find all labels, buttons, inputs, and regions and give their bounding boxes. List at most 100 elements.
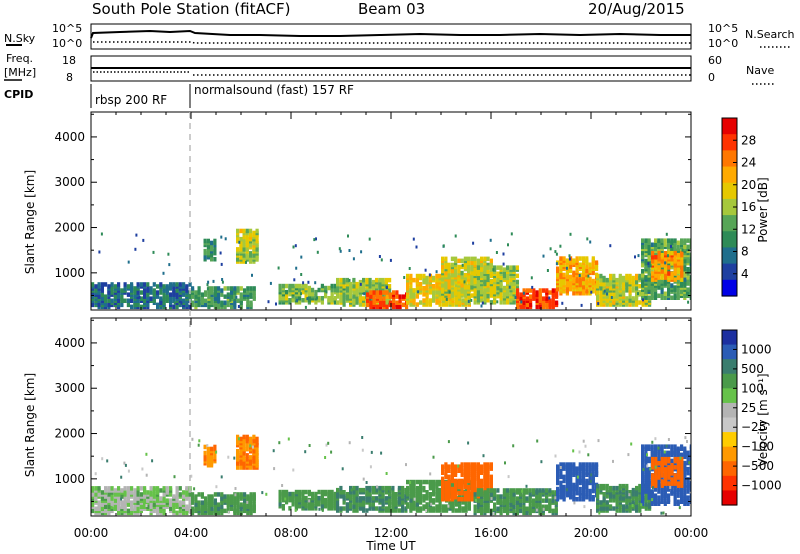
nsearch-series [93,41,691,44]
noise-cell [689,263,691,267]
data-cell [291,491,295,497]
data-cell [486,287,490,293]
data-cell [609,302,613,307]
data-cell [663,485,667,490]
data-cell [239,436,243,442]
data-cell [676,293,680,298]
noise-cell [316,296,318,300]
data-cell [381,500,385,505]
data-cell [506,275,510,281]
data-cell [460,270,464,276]
data-cell [213,286,217,291]
noise-cell [597,439,600,443]
data-cell [596,273,600,279]
data-cell [651,456,655,462]
data-cell [169,506,173,511]
data-cell [644,502,648,507]
data-cell [664,477,668,482]
data-cell [612,490,616,495]
noise-cell [135,233,138,237]
noise-cell [385,286,388,290]
data-cell [663,242,667,247]
noise-cell [530,276,533,280]
data-cell [486,298,490,303]
data-cell [489,291,493,297]
data-cell [667,485,671,490]
data-cell [506,265,510,270]
data-cell [676,493,680,498]
data-cell [425,490,429,495]
data-cell [336,500,340,505]
freq-label-line1: Freq. [6,52,33,65]
data-cell [512,287,516,293]
data-cell [689,275,691,280]
data-cell [651,255,655,260]
data-cell [249,228,253,234]
data-cell [683,446,687,451]
data-cell [644,264,648,270]
data-cell [239,465,243,470]
data-cell [502,267,506,272]
data-cell [628,294,632,299]
noise-cell [684,436,687,440]
data-cell [515,500,519,505]
data-cell [223,294,227,299]
data-cell [239,240,243,246]
data-cell [457,490,461,496]
noise-cell [220,235,223,239]
data-cell [512,265,516,270]
data-cell [294,504,298,509]
nave-tick-bottom: 0 [708,71,715,84]
data-cell [599,302,603,307]
noise-cell [568,254,571,258]
noise-cell [308,444,311,447]
data-cell [644,489,648,494]
data-cell [555,300,559,305]
data-cell [551,298,555,303]
data-cell [255,440,259,446]
data-cell [249,232,253,238]
noise-cell [492,512,495,515]
data-cell [461,506,465,511]
data-cell [664,467,668,472]
data-cell [213,290,217,295]
noise-cell [227,455,230,459]
data-cell [203,248,207,254]
data-cell [285,489,289,495]
noise-cell [559,466,562,469]
data-cell [444,262,448,268]
data-cell [591,256,595,261]
beam-title: Beam 03 [358,0,425,18]
noise-cell [583,505,586,509]
data-cell [454,478,458,484]
noise-cell [492,268,495,272]
data-cell [245,228,249,234]
data-cell [388,506,392,511]
data-cell [565,462,569,467]
data-cell [352,294,356,299]
data-cell [175,510,179,516]
noise-cell [378,255,381,258]
data-cell [660,238,664,243]
data-cell [415,479,419,485]
noise-cell [554,454,557,458]
data-cell [476,502,480,507]
data-cell [450,470,454,475]
data-cell [330,283,334,289]
data-cell [255,436,259,442]
data-cell [635,504,639,509]
data-cell [582,264,586,269]
data-cell [415,485,419,491]
x-tick-label: 08:00 [274,526,309,540]
data-cell [650,444,654,449]
data-cell [438,487,442,493]
data-cell [252,230,256,236]
data-cell [615,502,619,507]
data-cell [638,290,642,295]
data-cell [194,494,198,499]
data-cell [545,488,549,493]
data-cell [509,265,513,270]
data-cell [486,262,490,268]
data-cell [91,486,95,491]
